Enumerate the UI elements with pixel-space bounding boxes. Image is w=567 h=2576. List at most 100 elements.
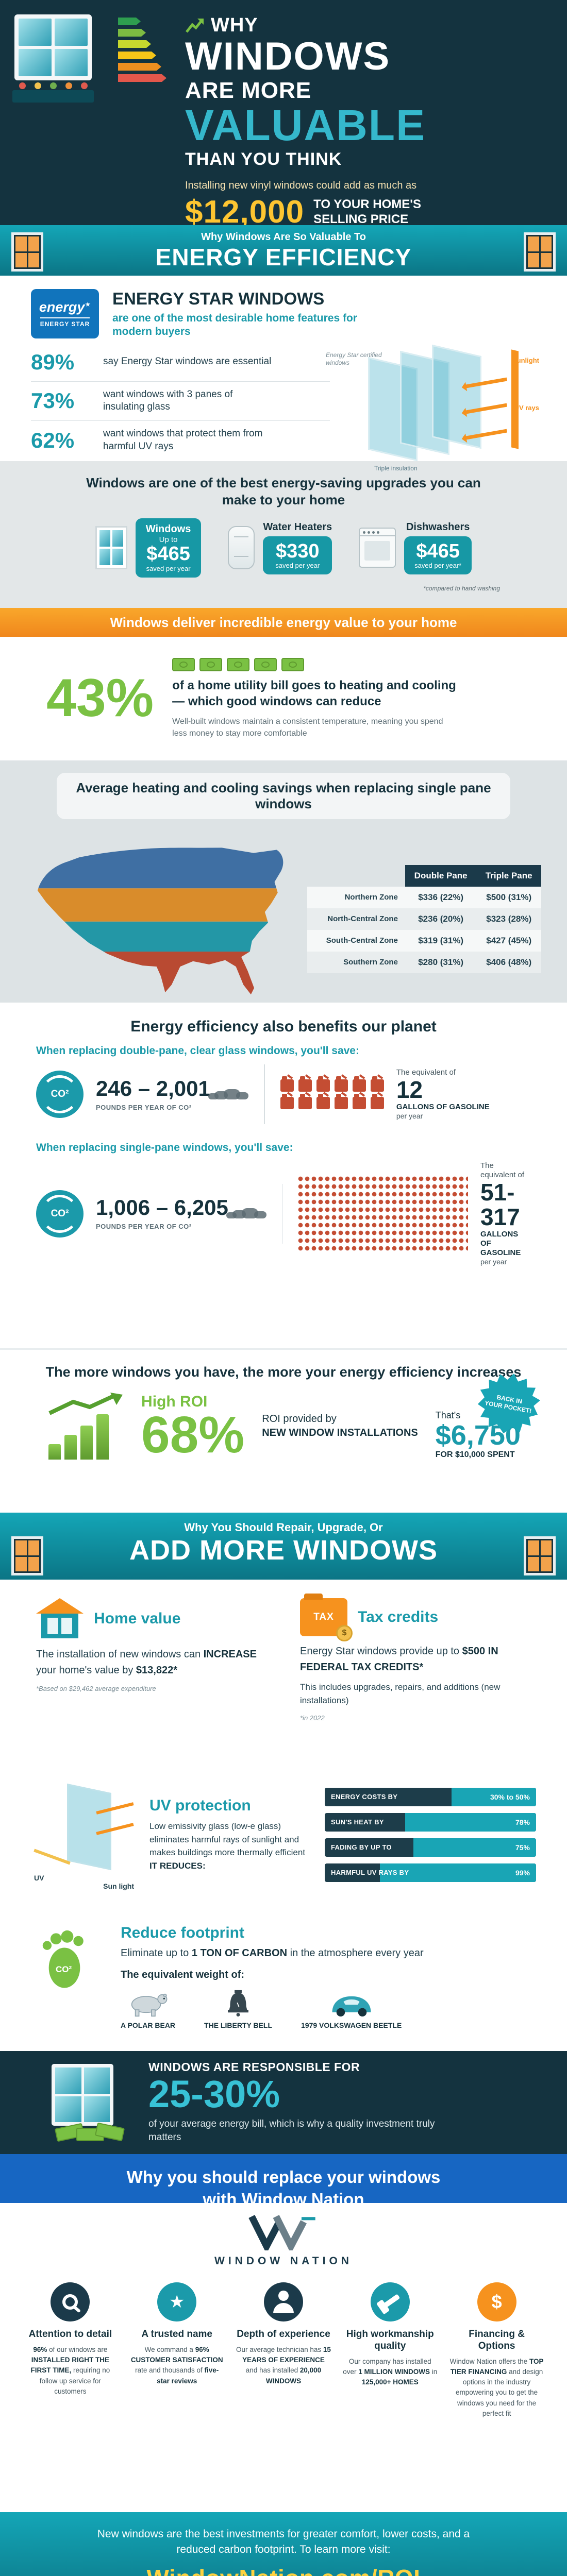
flower-box bbox=[12, 90, 94, 103]
reason-workmanship-quality: High workmanship quality Our company has… bbox=[342, 2282, 438, 2488]
stat-row: 89% say Energy Star windows are essentia… bbox=[31, 343, 330, 382]
energy-star-subheading: are one of the most desirable home featu… bbox=[112, 312, 357, 338]
roi-amount-block: BACK IN YOUR POCKET! That's $6,750 FOR $… bbox=[436, 1410, 521, 1460]
hero-text-block: WHY WINDOWS ARE MORE VALUABLE THAN YOU T… bbox=[182, 14, 546, 230]
cta-text: New windows are the best investments for… bbox=[97, 2528, 470, 2556]
zone-cell: Northern Zone bbox=[307, 886, 405, 908]
hero-title-than-you-think: THAN YOU THINK bbox=[185, 149, 342, 170]
smoke-puffs-icon bbox=[226, 1208, 266, 1219]
banner-window-left-icon bbox=[11, 1536, 43, 1575]
money-stack-icons bbox=[172, 657, 461, 671]
table-row: North-Central Zone $236 (20%) $323 (28%) bbox=[307, 908, 541, 930]
equivalent-weight-label: The equivalent weight of: bbox=[121, 1969, 245, 1980]
add-more-windows-banner: Why You Should Repair, Upgrade, Or ADD M… bbox=[0, 1513, 567, 1580]
gas-can-icons bbox=[280, 1076, 384, 1109]
energy-efficiency-banner: Why Windows Are So Valuable To ENERGY EF… bbox=[0, 225, 567, 276]
bar-chart-icon bbox=[46, 1393, 124, 1460]
window-nation-logo bbox=[248, 2215, 315, 2254]
table-row: Southern Zone $280 (31%) $406 (48%) bbox=[307, 951, 541, 973]
gas-can-grid-icon bbox=[297, 1175, 468, 1252]
hero-why-label: WHY bbox=[211, 14, 258, 36]
tax-credits-heading: Tax credits bbox=[358, 1608, 439, 1625]
banner-window-left-icon bbox=[11, 232, 43, 272]
responsible-line1: WINDOWS ARE RESPONSIBLE FOR bbox=[148, 2060, 360, 2074]
bar-harmful-uv: HARMFUL UV RAYS BY 99% bbox=[325, 1863, 536, 1882]
sunlight-label: Sunlight bbox=[512, 356, 539, 364]
hero-subtext: Installing new vinyl windows could add a… bbox=[185, 180, 417, 192]
uv-protection-text: Low emissivity glass (low-e glass) elimi… bbox=[149, 1821, 306, 1871]
table-row: Northern Zone $336 (22%) $500 (31%) bbox=[307, 886, 541, 908]
home-value-footnote: *Based on $29,462 average expenditure bbox=[36, 1685, 156, 1692]
equivalent-vw-beetle: 1979 VOLKSWAGEN BEETLE bbox=[301, 1994, 402, 2029]
home-value-heading: Home value bbox=[94, 1610, 181, 1627]
stat-value: 73% bbox=[31, 388, 75, 413]
equivalent-liberty-bell: THE LIBERTY BELL bbox=[204, 1989, 272, 2029]
hero-title-windows: WINDOWS bbox=[185, 35, 391, 78]
window-frame bbox=[14, 14, 92, 80]
savings-table: Double Pane Triple Pane Northern Zone $3… bbox=[307, 865, 541, 973]
uv-protection-heading: UV protection bbox=[149, 1797, 251, 1814]
window-icon bbox=[95, 526, 127, 570]
value-cell: $427 (45%) bbox=[476, 929, 541, 952]
value-cell: $336 (22%) bbox=[405, 886, 477, 908]
water-heater-icon bbox=[228, 526, 255, 570]
gasoline-equivalent: The equivalent of 12 GALLONS OF GASOLINE… bbox=[396, 1068, 490, 1120]
insulation-label: Triple insulation bbox=[374, 464, 418, 472]
energy-star-logo: energy★ ENERGY STAR bbox=[31, 289, 99, 339]
home-value-tax-section: Home value The installation of new windo… bbox=[0, 1580, 567, 1757]
dishwasher-icon bbox=[359, 528, 396, 568]
stat-row: 62% want windows that protect them from … bbox=[31, 421, 330, 460]
bar-suns-heat: SUN'S HEAT BY 78% bbox=[325, 1812, 536, 1832]
savings-section: Average heating and cooling savings when… bbox=[0, 760, 567, 1003]
upgrade-card-water-heaters: Water Heaters $330 saved per year bbox=[228, 521, 332, 575]
bar-fading: FADING BY UP TO 75% bbox=[325, 1838, 536, 1857]
energy-saving-upgrades-section: Windows are one of the best energy-savin… bbox=[0, 461, 567, 608]
energy-star-section: energy★ ENERGY STAR ENERGY STAR WINDOWS … bbox=[0, 276, 567, 472]
energy-value-banner: Windows deliver incredible energy value … bbox=[0, 608, 567, 637]
co2-recycle-icon: CO² bbox=[36, 1071, 84, 1118]
banner-kicker: Why Windows Are So Valuable To bbox=[201, 231, 366, 243]
value-cell: $500 (31%) bbox=[476, 886, 541, 908]
certified-windows-label: Energy Star certified windows bbox=[326, 351, 382, 366]
reduce-footprint-section: CO² Reduce footprint Eliminate up to 1 T… bbox=[0, 1912, 567, 2051]
hero-why-row: WHY bbox=[185, 14, 546, 37]
uv-rays-label: UV rays bbox=[514, 403, 539, 412]
upgrade-card-dishwashers: Dishwashers $465 saved per year* bbox=[359, 521, 472, 575]
star-badge-icon: ★ bbox=[169, 2292, 185, 2312]
brand-name: WINDOW NATION bbox=[214, 2255, 353, 2267]
value-cell: $319 (31%) bbox=[405, 929, 477, 952]
growth-arrow-icon bbox=[186, 18, 204, 33]
equivalent-polar-bear: A POLAR BEAR bbox=[121, 1989, 175, 2029]
uv-label: UV bbox=[34, 1874, 44, 1882]
home-value-text: The installation of new windows can INCR… bbox=[36, 1649, 257, 1676]
uv-glass-icon: UV Sun light bbox=[31, 1778, 134, 1891]
vw-beetle-icon bbox=[332, 1996, 371, 2017]
roi-section: The more windows you have, the more your… bbox=[0, 1348, 567, 1513]
utility-percentage: 43% bbox=[46, 668, 154, 728]
selling-price-amount: $12,000 bbox=[185, 194, 305, 230]
co2-savings-range: 1,006 – 6,205 bbox=[96, 1195, 228, 1220]
zone-cell: North-Central Zone bbox=[307, 908, 405, 930]
banner-window-right-icon bbox=[524, 232, 556, 272]
planet-section: Energy efficiency also benefits our plan… bbox=[0, 1003, 567, 1348]
stat-row: 73% want windows with 3 panes of insulat… bbox=[31, 382, 330, 421]
uv-protection-section: UV Sun light UV protection Low emissivit… bbox=[0, 1757, 567, 1912]
gasoline-equivalent: The equivalent of 51-317 GALLONS OF GASO… bbox=[480, 1161, 525, 1266]
table-row: South-Central Zone $319 (31%) $427 (45%) bbox=[307, 929, 541, 952]
technician-icon bbox=[273, 2291, 294, 2313]
star-icon: ★ bbox=[85, 300, 91, 308]
energy-star-stats: 89% say Energy Star windows are essentia… bbox=[31, 343, 330, 472]
tax-folder-icon: TAX $ bbox=[300, 1594, 353, 1641]
stat-value: 62% bbox=[31, 428, 75, 452]
stat-label: want windows with 3 panes of insulating … bbox=[103, 388, 233, 413]
zone-cell: South-Central Zone bbox=[307, 929, 405, 952]
stat-label: say Energy Star windows are essential bbox=[103, 356, 272, 367]
home-value-block: Home value The installation of new windo… bbox=[36, 1598, 267, 1739]
utility-text: of a home utility bill goes to heating a… bbox=[172, 678, 456, 708]
sun-wall-icon bbox=[511, 349, 519, 449]
carbon-line: Eliminate up to 1 TON OF CARBON in the a… bbox=[121, 1947, 424, 1959]
flower-box-flowers bbox=[14, 82, 92, 89]
bar-energy-costs: ENERGY COSTS BY 30% to 50% bbox=[325, 1787, 536, 1806]
